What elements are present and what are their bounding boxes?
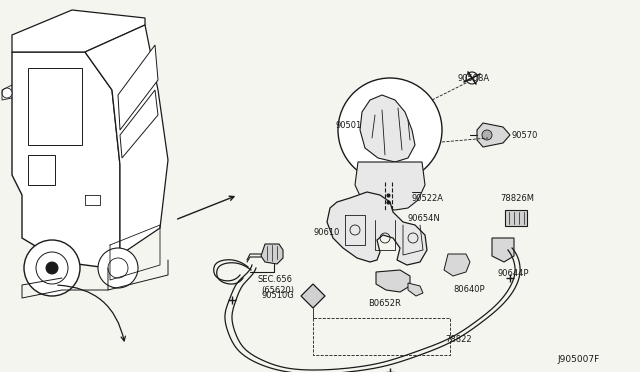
- Polygon shape: [12, 52, 120, 268]
- Text: SEC.656: SEC.656: [257, 276, 292, 285]
- Text: 90644P: 90644P: [497, 269, 529, 278]
- Polygon shape: [120, 90, 158, 158]
- Polygon shape: [18, 55, 125, 265]
- Circle shape: [36, 252, 68, 284]
- Text: 90654N: 90654N: [407, 214, 440, 222]
- Polygon shape: [261, 244, 283, 264]
- Polygon shape: [28, 155, 55, 185]
- Text: 90522A: 90522A: [412, 193, 444, 202]
- Polygon shape: [360, 95, 415, 162]
- Circle shape: [46, 262, 58, 274]
- FancyArrowPatch shape: [58, 285, 125, 341]
- Polygon shape: [477, 123, 510, 147]
- Text: (65620): (65620): [261, 285, 294, 295]
- Text: 90610: 90610: [313, 228, 339, 237]
- Polygon shape: [444, 254, 470, 276]
- Polygon shape: [408, 283, 423, 296]
- Polygon shape: [118, 45, 158, 130]
- Text: 90501: 90501: [335, 121, 361, 129]
- Polygon shape: [505, 210, 527, 226]
- Circle shape: [108, 258, 128, 278]
- Circle shape: [338, 78, 442, 182]
- Circle shape: [482, 130, 492, 140]
- Text: 90508A: 90508A: [458, 74, 490, 83]
- Text: 78826M: 78826M: [500, 193, 534, 202]
- Polygon shape: [327, 192, 427, 265]
- Circle shape: [24, 240, 80, 296]
- Polygon shape: [28, 68, 82, 145]
- Polygon shape: [12, 10, 145, 52]
- Text: 80640P: 80640P: [453, 285, 484, 295]
- Polygon shape: [301, 284, 325, 308]
- Text: 90570: 90570: [512, 131, 538, 140]
- Polygon shape: [85, 25, 168, 255]
- Circle shape: [98, 248, 138, 288]
- Polygon shape: [376, 270, 410, 292]
- Polygon shape: [355, 162, 425, 210]
- Polygon shape: [492, 238, 514, 262]
- Circle shape: [2, 88, 12, 98]
- Text: J905007F: J905007F: [557, 356, 600, 365]
- Text: 78822: 78822: [445, 336, 472, 344]
- Text: 90510G: 90510G: [261, 292, 294, 301]
- Text: B0652R: B0652R: [368, 298, 401, 308]
